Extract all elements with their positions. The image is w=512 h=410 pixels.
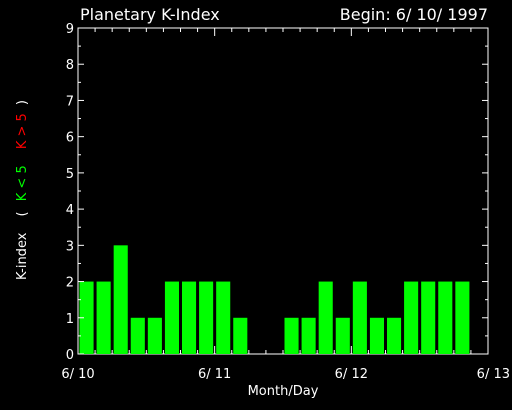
bar-14 [318,281,333,354]
bar-1 [96,281,111,354]
bar-8 [216,281,231,354]
bar-21 [438,281,453,354]
y-label-prefix: K-index [15,232,30,280]
bar-22 [455,281,470,354]
y-label-green-part: K < 5 [15,165,30,201]
x-tick-label-1: 6/ 11 [198,367,231,382]
x-axis: 6/ 10 6/ 11 6/ 12 6/ 13 [61,28,510,382]
bars-group [79,245,470,354]
y-label-close-paren: ) [15,100,30,105]
bar-15 [335,317,350,354]
chart-title: Planetary K-Index [80,5,220,24]
y-tick-label-3: 3 [66,239,74,254]
bar-17 [369,317,384,354]
bar-2 [113,245,128,354]
x-tick-label-0: 6/ 10 [61,367,94,382]
x-tick-label-3: 6/ 13 [477,367,510,382]
bar-20 [421,281,436,354]
y-axis: 0 1 2 3 4 5 6 7 8 9 [66,22,488,363]
y-tick-label-2: 2 [66,276,74,291]
begin-date-label: Begin: 6/ 10/ 1997 [340,5,488,24]
x-tick-label-2: 6/ 12 [335,367,368,382]
y-label-red-part: K > 5 [15,113,30,149]
y-tick-label-9: 9 [66,22,74,37]
bar-3 [130,317,145,354]
plot-area: 0 1 2 3 4 5 6 7 8 9 6/ 10 6/ 11 6/ 12 6/ 13 [61,22,510,382]
bar-18 [387,317,402,354]
y-tick-label-0: 0 [66,348,74,363]
y-tick-label-1: 1 [66,312,74,327]
bar-5 [164,281,179,354]
bar-6 [182,281,197,354]
bar-7 [199,281,214,354]
y-axis-label: K-index ( K < 5 K > 5 ) [15,100,30,280]
y-label-open-paren: ( [15,211,30,216]
bar-9 [233,317,248,354]
bar-0 [79,281,94,354]
y-tick-label-8: 8 [66,58,74,73]
bar-4 [147,317,162,354]
y-tick-label-5: 5 [66,167,74,182]
bar-19 [404,281,419,354]
svg-text:K-index ( K < 5: K-index ( K < 5 K > 5 ) [15,100,30,280]
y-tick-label-4: 4 [66,203,74,218]
y-tick-label-6: 6 [66,131,74,146]
y-tick-label-7: 7 [66,94,74,109]
x-axis-label: Month/Day [248,384,319,399]
bar-13 [301,317,316,354]
bar-12 [284,317,299,354]
bar-16 [352,281,367,354]
